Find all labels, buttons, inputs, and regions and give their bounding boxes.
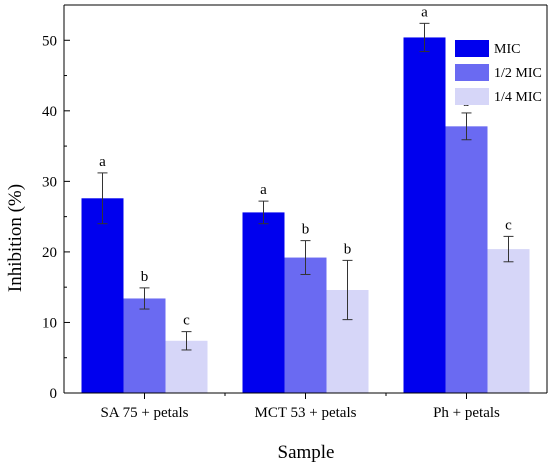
bar-3-series-3 (487, 249, 530, 393)
bar-1-series-2 (123, 298, 166, 393)
legend-swatch-1 (455, 40, 489, 57)
legend-swatch-3 (455, 88, 489, 105)
legend: MIC 1/2 MIC 1/4 MIC (455, 40, 542, 105)
bars-layer (81, 37, 530, 394)
x-tick-label-1: SA 75 + petals (100, 405, 188, 421)
legend-swatch-2 (455, 64, 489, 81)
error-bars-layer (97, 22, 514, 351)
significance-label-2-series-2: b (302, 222, 310, 238)
y-tick-label-50: 50 (42, 33, 57, 49)
significance-label-1-series-3: c (183, 313, 190, 329)
y-axis-title: Inhibition (%) (5, 184, 26, 292)
bar-3-series-1 (403, 37, 446, 394)
significance-label-2-series-3: b (344, 241, 352, 257)
axes-layer: 0 10 20 30 40 50 SA 75 + petals MCT 53 + petals… (42, 4, 548, 421)
legend-label-2: 1/2 MIC (494, 66, 542, 81)
x-tick-label-3: Ph + petals (433, 405, 500, 421)
significance-label-1-series-2: b (141, 269, 149, 285)
x-axis-title: Sample (278, 442, 335, 463)
significance-label-3-series-3: c (505, 217, 512, 233)
y-tick-label-20: 20 (42, 245, 57, 261)
significance-label-1-series-1: a (99, 154, 106, 170)
bar-1-series-1 (81, 198, 124, 393)
legend-label-1: MIC (494, 42, 520, 57)
bar-2-series-1 (242, 212, 285, 393)
y-tick-label-30: 30 (42, 174, 57, 190)
significance-label-3-series-1: a (421, 4, 428, 20)
y-tick-label-40: 40 (42, 104, 57, 120)
bar-3-series-2 (445, 126, 488, 393)
y-tick-label-0: 0 (50, 386, 58, 402)
y-tick-label-10: 10 (42, 315, 57, 331)
x-tick-label-2: MCT 53 + petals (255, 405, 357, 421)
legend-label-3: 1/4 MIC (494, 90, 542, 105)
significance-label-2-series-1: a (260, 182, 267, 198)
bar-2-series-2 (284, 257, 327, 393)
